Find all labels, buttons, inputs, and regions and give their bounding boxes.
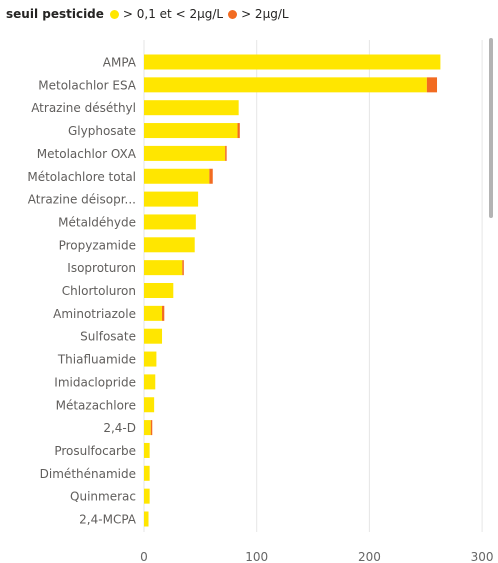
legend-dot-high-icon <box>228 9 238 19</box>
bar-segment-low[interactable] <box>144 442 150 458</box>
bar-segment-high[interactable] <box>209 168 213 184</box>
vertical-scrollbar[interactable] <box>489 38 493 218</box>
bar-segment-low[interactable] <box>144 260 183 276</box>
bar-segment-low[interactable] <box>144 374 156 390</box>
bar-segment-high[interactable] <box>426 77 438 93</box>
category-label: Propyzamide <box>59 238 136 252</box>
category-label: Atrazine déisopr... <box>28 193 136 207</box>
x-tick-label-200: 200 <box>358 550 381 563</box>
bar-segment-low[interactable] <box>144 328 163 344</box>
bar-segment-low[interactable] <box>144 77 427 93</box>
category-label: AMPA <box>103 56 137 70</box>
bar-segment-high[interactable] <box>237 123 240 139</box>
legend-title: seuil pesticide <box>6 7 104 21</box>
bar-segment-low[interactable] <box>144 123 238 139</box>
bar-segment-high[interactable] <box>162 305 165 321</box>
legend: seuil pesticide > 0,1 et < 2µg/L > 2µg/L <box>6 4 294 24</box>
bar-segment-low[interactable] <box>144 54 441 70</box>
legend-dot-low-icon <box>109 9 119 19</box>
category-label: Métolachlore total <box>27 170 136 184</box>
bar-segment-high[interactable] <box>225 145 227 161</box>
category-label: Aminotriazole <box>53 307 136 321</box>
bar-segment-low[interactable] <box>144 100 239 116</box>
bar-segment-low[interactable] <box>144 168 210 184</box>
category-label: Chlortoluron <box>62 284 136 298</box>
bar-segment-low[interactable] <box>144 465 150 481</box>
category-label: Sulfosate <box>80 330 136 344</box>
bar-segment-low[interactable] <box>144 214 196 230</box>
bar-segment-high[interactable] <box>150 420 153 436</box>
legend-item-high[interactable]: > 2µg/L <box>228 7 289 21</box>
bar-segment-low[interactable] <box>144 305 163 321</box>
category-label: Diméthénamide <box>40 467 136 481</box>
bar-segment-low[interactable] <box>144 397 155 413</box>
category-label: Prosulfocarbe <box>54 444 136 458</box>
category-label: 2,4-D <box>103 421 136 435</box>
bar-segment-low[interactable] <box>144 351 157 367</box>
x-tick-label-100: 100 <box>245 550 268 563</box>
legend-label-low: > 0,1 et < 2µg/L <box>122 7 224 21</box>
bar-segment-low[interactable] <box>144 237 195 253</box>
category-label: Glyphosate <box>68 124 136 138</box>
category-label: Thiafluamide <box>57 353 136 367</box>
category-label: Métaldéhyde <box>58 215 136 229</box>
bar-segment-low[interactable] <box>144 191 199 207</box>
legend-item-low[interactable]: > 0,1 et < 2µg/L <box>109 7 224 21</box>
category-label: Quinmerac <box>70 490 136 504</box>
category-label: Isoproturon <box>67 261 136 275</box>
bar-segment-low[interactable] <box>144 511 149 527</box>
category-label: 2,4-MCPA <box>79 513 137 527</box>
bar-segment-low[interactable] <box>144 283 174 298</box>
category-label: Atrazine déséthyl <box>31 101 136 115</box>
bar-segment-low[interactable] <box>144 145 226 161</box>
category-label: Imidaclopride <box>54 375 136 389</box>
bar-segment-high[interactable] <box>182 260 184 276</box>
bar-segment-low[interactable] <box>144 420 151 436</box>
category-label: Métazachlore <box>56 398 136 412</box>
category-label: Metolachlor OXA <box>37 147 137 161</box>
category-label: Metolachlor ESA <box>38 78 137 92</box>
x-tick-label-300: 300 <box>471 550 494 563</box>
bar-segment-low[interactable] <box>144 488 150 504</box>
x-tick-label-0: 0 <box>140 550 148 563</box>
legend-label-high: > 2µg/L <box>241 7 289 21</box>
